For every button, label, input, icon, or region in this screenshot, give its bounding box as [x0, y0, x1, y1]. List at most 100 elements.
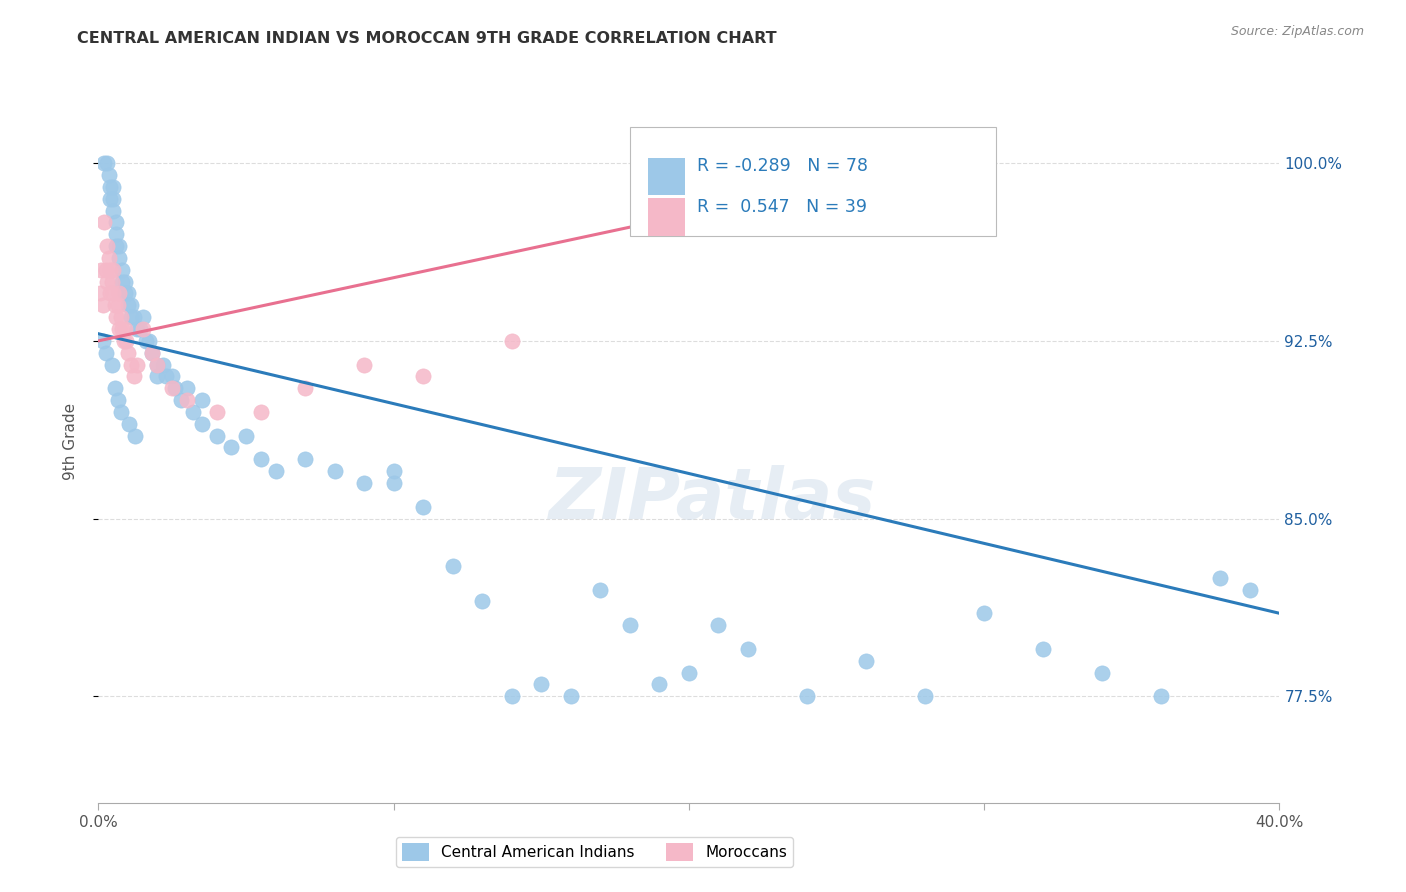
- Central American Indians: [105, 239, 128, 253]
- Central American Indians: [155, 369, 177, 384]
- Central American Indians: [1239, 582, 1261, 597]
- Moroccans: [98, 286, 121, 301]
- Central American Indians: [120, 310, 142, 325]
- Moroccans: [104, 298, 127, 312]
- Central American Indians: [125, 322, 148, 336]
- Central American Indians: [110, 405, 132, 419]
- Central American Indians: [678, 665, 700, 680]
- Central American Indians: [181, 405, 204, 419]
- Central American Indians: [152, 358, 174, 372]
- Text: R =  0.547   N = 39: R = 0.547 N = 39: [697, 198, 868, 216]
- Moroccans: [412, 369, 434, 384]
- Central American Indians: [128, 322, 150, 336]
- Central American Indians: [855, 654, 877, 668]
- Central American Indians: [648, 677, 671, 691]
- Moroccans: [114, 322, 136, 336]
- Moroccans: [122, 369, 145, 384]
- Central American Indians: [165, 381, 187, 395]
- Central American Indians: [122, 310, 145, 325]
- Central American Indians: [111, 262, 134, 277]
- Central American Indians: [124, 428, 146, 442]
- Central American Indians: [103, 180, 125, 194]
- Central American Indians: [162, 369, 183, 384]
- Central American Indians: [105, 227, 128, 242]
- Moroccans: [96, 275, 118, 289]
- Moroccans: [103, 262, 125, 277]
- Central American Indians: [264, 464, 287, 478]
- Central American Indians: [501, 689, 523, 703]
- Moroccans: [501, 334, 523, 348]
- Moroccans: [146, 358, 169, 372]
- Central American Indians: [589, 582, 612, 597]
- Moroccans: [107, 298, 129, 312]
- Central American Indians: [796, 689, 818, 703]
- Central American Indians: [1091, 665, 1114, 680]
- Central American Indians: [235, 428, 257, 442]
- Central American Indians: [141, 345, 163, 359]
- Moroccans: [132, 322, 155, 336]
- Central American Indians: [98, 192, 121, 206]
- Central American Indians: [170, 393, 193, 408]
- Text: R = -0.289   N = 78: R = -0.289 N = 78: [697, 157, 869, 175]
- Central American Indians: [100, 358, 122, 372]
- Central American Indians: [120, 298, 142, 312]
- Text: CENTRAL AMERICAN INDIAN VS MOROCCAN 9TH GRADE CORRELATION CHART: CENTRAL AMERICAN INDIAN VS MOROCCAN 9TH …: [77, 31, 778, 46]
- Central American Indians: [382, 475, 405, 490]
- Text: Source: ZipAtlas.com: Source: ZipAtlas.com: [1230, 25, 1364, 38]
- Moroccans: [111, 322, 134, 336]
- Central American Indians: [1209, 571, 1232, 585]
- Central American Indians: [560, 689, 582, 703]
- Central American Indians: [471, 594, 494, 608]
- Central American Indians: [412, 500, 434, 514]
- Central American Indians: [103, 203, 125, 218]
- Central American Indians: [737, 641, 759, 656]
- Central American Indians: [118, 417, 141, 431]
- Central American Indians: [132, 310, 155, 325]
- Central American Indians: [138, 334, 160, 348]
- Central American Indians: [98, 180, 121, 194]
- Central American Indians: [91, 334, 114, 348]
- Moroccans: [120, 358, 142, 372]
- Central American Indians: [353, 475, 375, 490]
- Central American Indians: [107, 393, 129, 408]
- Central American Indians: [117, 286, 139, 301]
- Central American Indians: [111, 275, 134, 289]
- Central American Indians: [105, 215, 128, 229]
- Moroccans: [100, 275, 122, 289]
- Central American Indians: [114, 275, 136, 289]
- Moroccans: [108, 322, 131, 336]
- Text: ZIPatlas: ZIPatlas: [548, 465, 876, 533]
- Central American Indians: [146, 358, 169, 372]
- Central American Indians: [250, 452, 273, 467]
- Central American Indians: [94, 345, 117, 359]
- Moroccans: [141, 345, 163, 359]
- Central American Indians: [114, 286, 136, 301]
- Central American Indians: [973, 607, 995, 621]
- Central American Indians: [441, 558, 464, 573]
- Central American Indians: [97, 168, 120, 182]
- Central American Indians: [707, 618, 730, 632]
- Moroccans: [205, 405, 228, 419]
- Central American Indians: [530, 677, 553, 691]
- FancyBboxPatch shape: [648, 158, 685, 195]
- Central American Indians: [108, 239, 131, 253]
- Central American Indians: [117, 298, 139, 312]
- Moroccans: [89, 286, 111, 301]
- FancyBboxPatch shape: [630, 128, 995, 235]
- Moroccans: [108, 286, 131, 301]
- Moroccans: [96, 239, 118, 253]
- Moroccans: [176, 393, 198, 408]
- Central American Indians: [221, 441, 243, 455]
- Moroccans: [93, 215, 115, 229]
- Central American Indians: [294, 452, 316, 467]
- Y-axis label: 9th Grade: 9th Grade: [63, 403, 77, 480]
- Central American Indians: [914, 689, 936, 703]
- Central American Indians: [96, 156, 118, 170]
- Central American Indians: [191, 417, 214, 431]
- Central American Indians: [135, 334, 157, 348]
- Moroccans: [117, 345, 139, 359]
- Moroccans: [294, 381, 316, 395]
- Central American Indians: [108, 251, 131, 265]
- Moroccans: [353, 358, 375, 372]
- Central American Indians: [176, 381, 198, 395]
